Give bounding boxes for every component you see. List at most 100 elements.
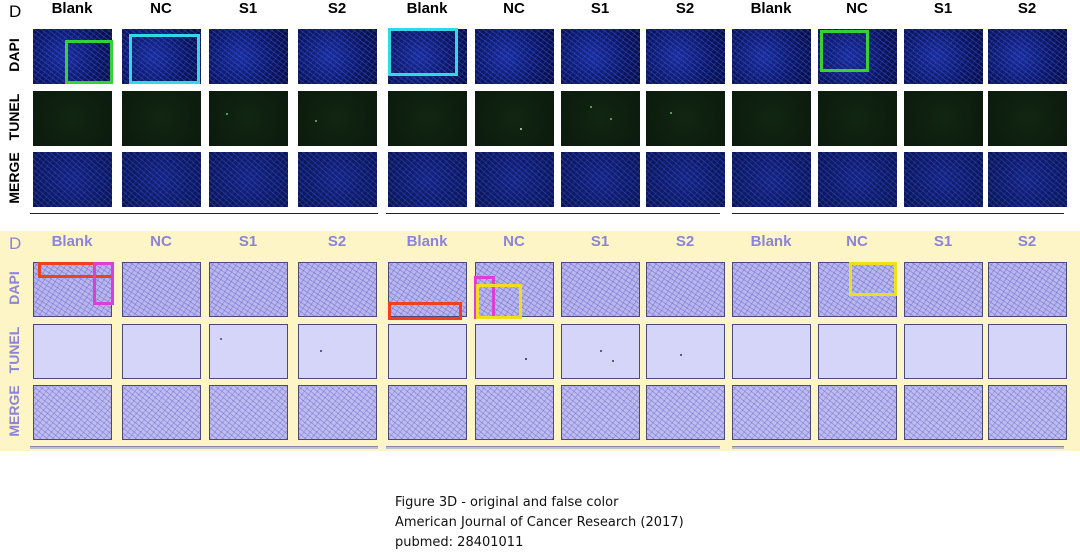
false-color-group-divider: [732, 446, 1064, 449]
row-label: DAPI: [6, 38, 22, 72]
micrograph-tile: [298, 91, 377, 146]
false-color-micrograph-tile: [988, 262, 1067, 317]
false-color-micrograph-tile: [646, 385, 725, 440]
highlight-box: [388, 28, 458, 76]
tunel-positive-dot: [610, 118, 612, 120]
group-divider: [386, 213, 720, 214]
micrograph-tile: [818, 29, 897, 84]
false-color-row-label: MERGE: [6, 385, 22, 437]
false-color-micrograph-tile: [475, 262, 554, 317]
micrograph-tile: [646, 29, 725, 84]
micrograph-tile: [209, 152, 288, 207]
false-color-column-header: Blank: [51, 233, 93, 250]
caption-line-1: Figure 3D - original and false color: [395, 495, 619, 510]
false-color-micrograph-tile: [388, 324, 467, 379]
false-color-column-header: S1: [933, 233, 953, 250]
micrograph-tile: [904, 29, 983, 84]
false-color-micrograph-tile: [561, 262, 640, 317]
highlight-box: [820, 30, 869, 72]
false-color-micrograph-tile: [904, 385, 983, 440]
false-color-micrograph-tile: [298, 262, 377, 317]
row-label: MERGE: [6, 152, 22, 204]
micrograph-tile: [122, 29, 201, 84]
false-color-micrograph-tile: [818, 262, 897, 317]
false-color-micrograph-tile: [122, 324, 201, 379]
micrograph-tile: [818, 91, 897, 146]
micrograph-tile: [33, 91, 112, 146]
column-header: NC: [503, 0, 525, 17]
highlight-box: [129, 34, 200, 84]
group-divider: [30, 213, 378, 214]
column-header: S1: [933, 0, 953, 17]
micrograph-tile: [122, 91, 201, 146]
false-color-micrograph-tile: [818, 324, 897, 379]
panel-letter-false-color: D: [9, 234, 22, 253]
micrograph-tile: [988, 152, 1067, 207]
tunel-positive-dot: [670, 112, 672, 114]
false-color-micrograph-tile: [475, 324, 554, 379]
micrograph-tile: [298, 29, 377, 84]
false-color-group-divider: [30, 446, 378, 449]
micrograph-tile: [561, 29, 640, 84]
false-color-column-header: NC: [846, 233, 868, 250]
false-color-micrograph-tile: [988, 385, 1067, 440]
micrograph-tile: [818, 152, 897, 207]
false-color-micrograph-tile: [122, 385, 201, 440]
column-header: NC: [150, 0, 172, 17]
highlight-box: [65, 40, 113, 84]
false-color-micrograph-tile: [732, 385, 811, 440]
tunel-positive-dot: [612, 360, 614, 362]
false-color-row-label: DAPI: [6, 271, 22, 305]
false-color-column-header: S2: [675, 233, 695, 250]
micrograph-tile: [475, 152, 554, 207]
false-color-group-divider: [386, 446, 720, 449]
tunel-positive-dot: [680, 354, 682, 356]
column-header: S2: [1017, 0, 1037, 17]
micrograph-tile: [561, 152, 640, 207]
micrograph-tile: [33, 29, 112, 84]
false-color-column-header: S2: [1017, 233, 1037, 250]
panel-letter: D: [9, 2, 22, 21]
micrograph-tile: [988, 91, 1067, 146]
micrograph-tile: [475, 91, 554, 146]
false-color-row-label: TUNEL: [6, 326, 22, 374]
micrograph-tile: [209, 91, 288, 146]
column-header: S2: [327, 0, 347, 17]
false-color-column-header: Blank: [406, 233, 448, 250]
micrograph-tile: [388, 91, 467, 146]
micrograph-tile: [732, 152, 811, 207]
micrograph-tile: [33, 152, 112, 207]
micrograph-tile: [646, 91, 725, 146]
micrograph-tile: [732, 29, 811, 84]
false-color-micrograph-tile: [561, 385, 640, 440]
row-label: TUNEL: [6, 93, 22, 141]
column-header: Blank: [750, 0, 792, 17]
highlight-box: [849, 262, 897, 296]
tunel-positive-dot: [226, 113, 228, 115]
false-color-column-header: S2: [327, 233, 347, 250]
false-color-column-header: S1: [590, 233, 610, 250]
false-color-micrograph-tile: [33, 262, 112, 317]
micrograph-tile: [475, 29, 554, 84]
micrograph-tile: [732, 91, 811, 146]
group-divider: [732, 213, 1064, 214]
false-color-micrograph-tile: [209, 385, 288, 440]
column-header: Blank: [406, 0, 448, 17]
column-header: Blank: [51, 0, 93, 17]
false-color-micrograph-tile: [122, 262, 201, 317]
tunel-positive-dot: [590, 106, 592, 108]
false-color-micrograph-tile: [209, 262, 288, 317]
micrograph-tile: [904, 91, 983, 146]
false-color-micrograph-tile: [33, 385, 112, 440]
false-color-micrograph-tile: [732, 262, 811, 317]
false-color-micrograph-tile: [904, 262, 983, 317]
false-color-micrograph-tile: [988, 324, 1067, 379]
micrograph-tile: [388, 152, 467, 207]
column-header: NC: [846, 0, 868, 17]
tunel-positive-dot: [315, 120, 317, 122]
highlight-box: [476, 284, 522, 319]
micrograph-tile: [298, 152, 377, 207]
false-color-column-header: S1: [238, 233, 258, 250]
highlight-box: [388, 302, 462, 320]
caption-line-2: American Journal of Cancer Research (201…: [395, 515, 684, 530]
